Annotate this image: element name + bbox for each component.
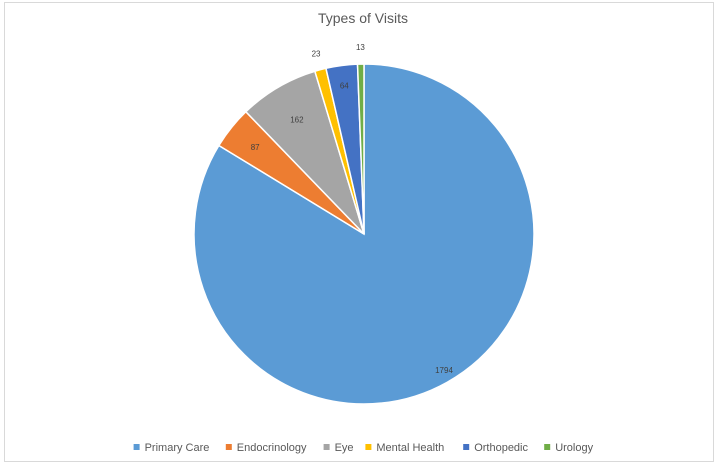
data-label-endocrinology: 87 (251, 143, 260, 152)
legend-item-eye: Eye (323, 442, 354, 454)
legend-item-mental-health: Mental Health (365, 442, 444, 454)
legend-label-endocrinology: Endocrinology (237, 442, 307, 454)
chart-title: Types of Visits (318, 10, 408, 26)
legend-label-orthopedic: Orthopedic (474, 442, 528, 454)
legend-swatch-urology (544, 444, 551, 450)
legend-swatch-endocrinology (225, 444, 232, 450)
data-label-mental-health: 23 (312, 49, 321, 58)
legend-label-urology: Urology (555, 442, 593, 454)
data-label-orthopedic: 64 (340, 82, 349, 91)
data-label-urology: 13 (356, 43, 365, 52)
legend-swatch-mental-health (365, 444, 372, 450)
legend: Primary Care Endocrinology Eye Mental Healt… (133, 442, 594, 454)
legend-item-orthopedic: Orthopedic (463, 442, 529, 454)
data-label-eye: 162 (290, 116, 304, 125)
legend-item-primary-care: Primary Care (133, 442, 210, 454)
data-labels: 1794 87 162 23 64 13 (251, 43, 454, 375)
legend-swatch-orthopedic (463, 444, 470, 450)
legend-item-endocrinology: Endocrinology (225, 442, 307, 454)
pie-slices (193, 63, 535, 405)
data-label-primary-care: 1794 (435, 366, 453, 375)
legend-swatch-primary-care (133, 444, 140, 450)
legend-label-eye: Eye (335, 442, 354, 454)
legend-label-primary-care: Primary Care (145, 442, 210, 454)
legend-item-urology: Urology (544, 442, 594, 454)
legend-swatch-eye (323, 444, 330, 450)
legend-label-mental-health: Mental Health (376, 442, 444, 454)
slice-urology (356, 63, 365, 235)
